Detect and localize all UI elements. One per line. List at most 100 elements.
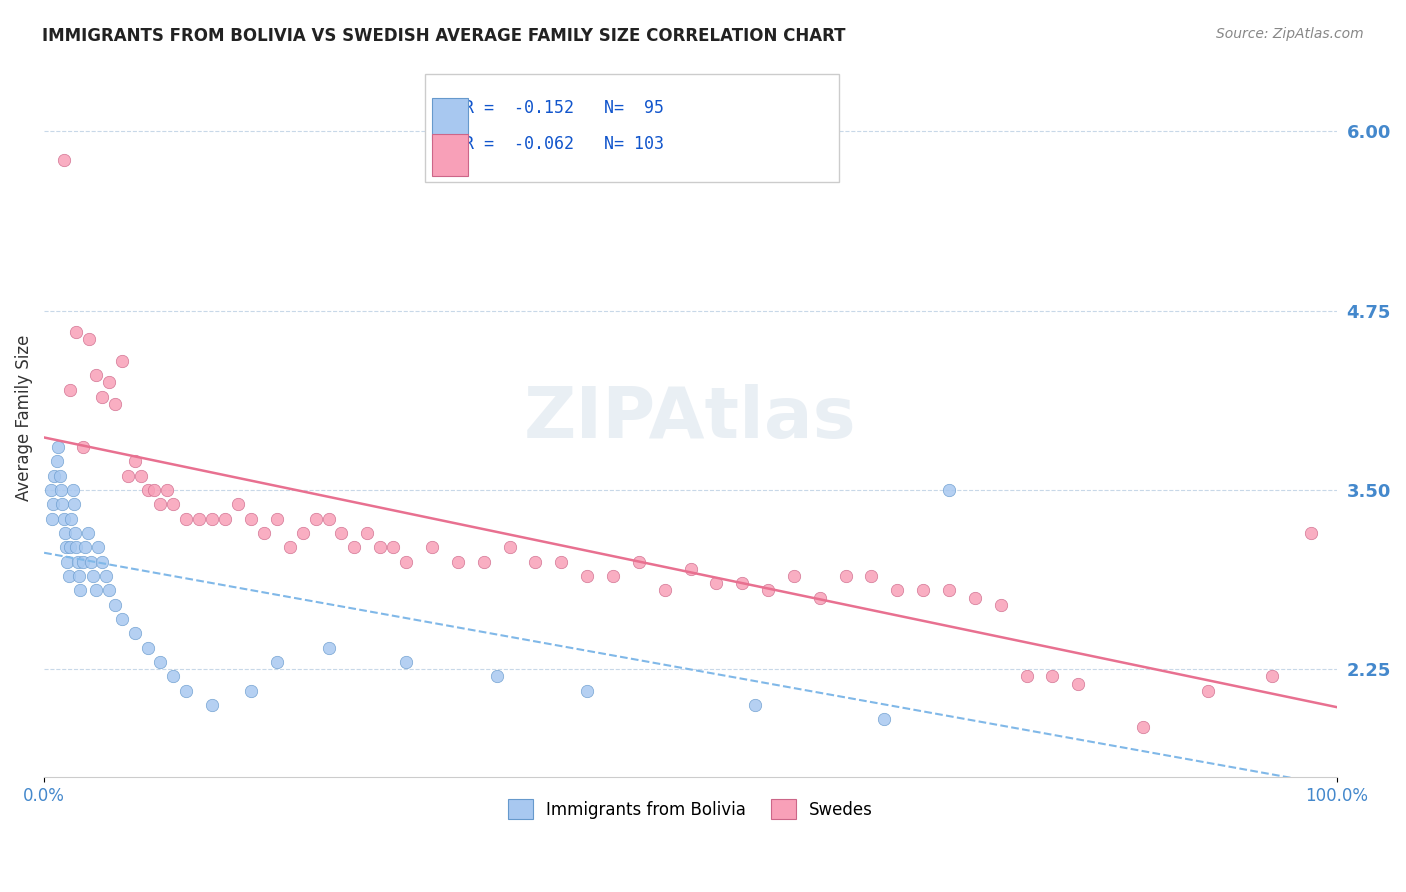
Immigrants from Bolivia (63, 497, 86, 511)
Swedes (201, 511, 224, 525)
Swedes (65, 325, 87, 339)
Immigrants from Bolivia (744, 698, 766, 713)
Swedes (318, 511, 340, 525)
Immigrants from Bolivia (66, 555, 89, 569)
Swedes (963, 591, 986, 605)
Swedes (52, 153, 75, 167)
Swedes (731, 576, 754, 591)
Swedes (912, 583, 935, 598)
Swedes (1132, 720, 1154, 734)
Swedes (1197, 683, 1219, 698)
Immigrants from Bolivia (44, 468, 66, 483)
Immigrants from Bolivia (52, 511, 75, 525)
Immigrants from Bolivia (82, 569, 104, 583)
Swedes (382, 541, 405, 555)
Immigrants from Bolivia (104, 598, 127, 612)
Swedes (343, 541, 366, 555)
Swedes (576, 569, 599, 583)
Swedes (679, 562, 702, 576)
Immigrants from Bolivia (67, 569, 90, 583)
Swedes (149, 497, 172, 511)
Swedes (654, 583, 676, 598)
Swedes (84, 368, 107, 383)
Text: R =  -0.062   N= 103: R = -0.062 N= 103 (464, 135, 664, 153)
Swedes (330, 526, 353, 541)
Swedes (1067, 676, 1090, 690)
Swedes (226, 497, 249, 511)
Immigrants from Bolivia (69, 583, 91, 598)
Immigrants from Bolivia (77, 526, 100, 541)
Swedes (550, 555, 572, 569)
Swedes (524, 555, 547, 569)
Immigrants from Bolivia (59, 541, 82, 555)
Swedes (136, 483, 159, 497)
Swedes (447, 555, 470, 569)
Text: Source: ZipAtlas.com: Source: ZipAtlas.com (1216, 27, 1364, 41)
Immigrants from Bolivia (58, 569, 80, 583)
Swedes (117, 468, 139, 483)
Immigrants from Bolivia (97, 583, 120, 598)
Swedes (253, 526, 276, 541)
Swedes (938, 583, 960, 598)
Immigrants from Bolivia (176, 683, 198, 698)
Immigrants from Bolivia (91, 555, 114, 569)
Immigrants from Bolivia (136, 640, 159, 655)
Swedes (291, 526, 314, 541)
Swedes (143, 483, 166, 497)
Immigrants from Bolivia (41, 511, 63, 525)
Swedes (990, 598, 1012, 612)
Immigrants from Bolivia (46, 440, 69, 454)
Swedes (214, 511, 236, 525)
Immigrants from Bolivia (873, 713, 896, 727)
Swedes (1261, 669, 1284, 683)
Immigrants from Bolivia (48, 468, 70, 483)
Swedes (834, 569, 856, 583)
Swedes (304, 511, 326, 525)
Swedes (1299, 526, 1322, 541)
Immigrants from Bolivia (111, 612, 134, 626)
Swedes (368, 541, 391, 555)
Text: IMMIGRANTS FROM BOLIVIA VS SWEDISH AVERAGE FAMILY SIZE CORRELATION CHART: IMMIGRANTS FROM BOLIVIA VS SWEDISH AVERA… (42, 27, 845, 45)
Swedes (129, 468, 152, 483)
FancyBboxPatch shape (426, 74, 839, 182)
Swedes (783, 569, 806, 583)
Swedes (886, 583, 908, 598)
Swedes (239, 511, 262, 525)
Swedes (111, 354, 134, 368)
Swedes (156, 483, 179, 497)
Swedes (860, 569, 883, 583)
Swedes (1042, 669, 1064, 683)
Text: ZIPAtlas: ZIPAtlas (524, 384, 856, 453)
Immigrants from Bolivia (162, 669, 184, 683)
Swedes (356, 526, 378, 541)
Swedes (59, 383, 82, 397)
Immigrants from Bolivia (49, 483, 72, 497)
Swedes (756, 583, 779, 598)
Immigrants from Bolivia (65, 541, 87, 555)
Immigrants from Bolivia (485, 669, 508, 683)
Immigrants from Bolivia (124, 626, 146, 640)
Swedes (1015, 669, 1038, 683)
Immigrants from Bolivia (239, 683, 262, 698)
Swedes (162, 497, 184, 511)
Immigrants from Bolivia (53, 526, 76, 541)
Swedes (176, 511, 198, 525)
Immigrants from Bolivia (266, 655, 288, 669)
Swedes (104, 397, 127, 411)
Swedes (808, 591, 831, 605)
Immigrants from Bolivia (62, 483, 84, 497)
Swedes (498, 541, 520, 555)
Immigrants from Bolivia (79, 555, 101, 569)
Swedes (97, 376, 120, 390)
Immigrants from Bolivia (201, 698, 224, 713)
Immigrants from Bolivia (72, 555, 94, 569)
Immigrants from Bolivia (75, 541, 97, 555)
Immigrants from Bolivia (39, 483, 62, 497)
Swedes (79, 332, 101, 346)
Swedes (91, 390, 114, 404)
Immigrants from Bolivia (46, 454, 69, 468)
Immigrants from Bolivia (51, 497, 73, 511)
Y-axis label: Average Family Size: Average Family Size (15, 335, 32, 501)
Text: R =  -0.152   N=  95: R = -0.152 N= 95 (464, 99, 664, 117)
Swedes (278, 541, 301, 555)
